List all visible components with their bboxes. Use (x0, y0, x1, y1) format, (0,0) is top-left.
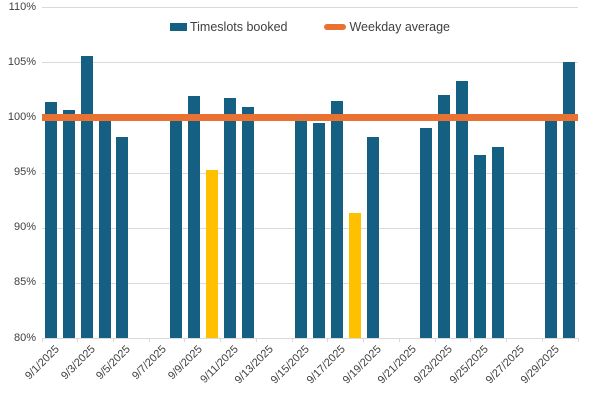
legend-item-timeslots-booked[interactable]: Timeslots booked (169, 20, 288, 34)
bar[interactable] (44, 101, 57, 338)
legend-label-weekday-average: Weekday average (349, 20, 451, 34)
y-axis-label: 100% (7, 110, 36, 123)
x-axis-tick (398, 338, 400, 342)
x-axis-tick (434, 338, 436, 342)
x-axis-tick (327, 338, 329, 342)
x-axis-line (42, 338, 578, 339)
bar[interactable] (223, 97, 236, 338)
bar[interactable] (420, 128, 433, 338)
bar[interactable] (170, 118, 182, 338)
bar[interactable] (455, 80, 468, 338)
y-axis-label: 95% (13, 166, 36, 178)
gridline-95 (42, 172, 578, 174)
bar[interactable] (295, 119, 308, 338)
bar[interactable] (366, 137, 379, 338)
bar[interactable] (241, 107, 254, 338)
legend-item-weekday-average[interactable]: Weekday average (324, 21, 450, 34)
gridline-110 (42, 7, 578, 8)
weekday-average-line[interactable] (42, 113, 578, 121)
gridline-90 (42, 227, 578, 229)
bar[interactable] (438, 95, 450, 338)
x-axis-tick (506, 338, 507, 342)
x-axis-tick (255, 338, 257, 342)
gridline-85 (42, 282, 578, 284)
highlighted-bar[interactable] (205, 170, 218, 338)
bar[interactable] (312, 122, 325, 338)
y-axis-label: 90% (13, 221, 36, 234)
x-axis-tick (148, 338, 150, 342)
line-series-swatch-icon (324, 24, 347, 31)
x-axis-tick (577, 338, 579, 342)
bar[interactable] (545, 118, 558, 338)
legend-label-timeslots-booked: Timeslots booked (189, 20, 288, 34)
y-axis-label: 110% (8, 0, 36, 13)
x-axis-tick (113, 338, 114, 342)
bar[interactable] (98, 119, 111, 338)
bar[interactable] (62, 109, 75, 338)
x-axis-tick (77, 338, 79, 342)
plot-area (42, 7, 578, 339)
y-axis-label: 80% (13, 331, 36, 344)
x-axis-tick (220, 338, 222, 342)
x-axis-tick (541, 338, 543, 342)
gridline-105 (42, 62, 578, 64)
bar[interactable] (473, 154, 486, 338)
bar[interactable] (80, 55, 93, 338)
x-axis-tick (291, 338, 293, 342)
highlighted-bar[interactable] (348, 213, 361, 338)
x-axis-tick (363, 338, 365, 342)
bar[interactable] (563, 62, 576, 338)
bar[interactable] (330, 100, 343, 338)
chart-legend: Timeslots booked Weekday average (42, 21, 578, 34)
x-axis-tick (41, 338, 43, 342)
x-axis-tick (470, 338, 472, 342)
y-axis-label: 85% (13, 276, 36, 289)
y-axis-label: 105% (7, 55, 36, 68)
bar-series-swatch-icon (169, 23, 187, 32)
bar[interactable] (491, 147, 504, 338)
bar[interactable] (116, 137, 129, 338)
x-axis-tick (184, 338, 186, 342)
bar[interactable] (187, 96, 200, 338)
